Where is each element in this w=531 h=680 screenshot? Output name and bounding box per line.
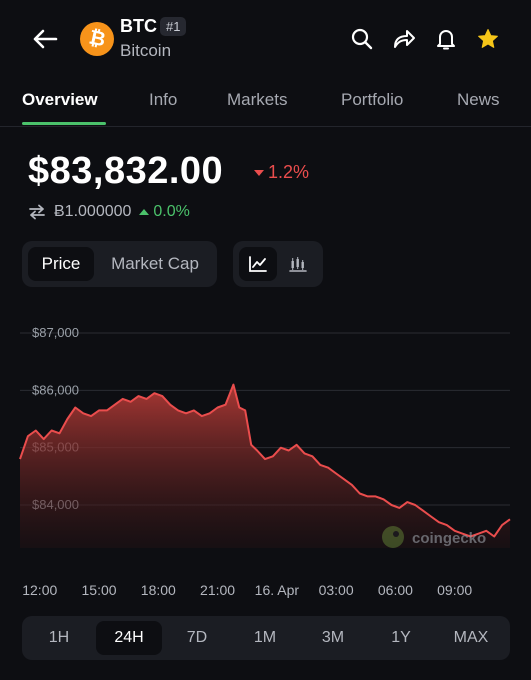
range-max[interactable]: MAX [453, 629, 489, 646]
bitcoin-logo-glyph: ₿ [86, 26, 108, 51]
down-triangle-icon [254, 169, 264, 176]
bitcoin-logo-icon: ₿ [80, 22, 114, 56]
range-3m[interactable]: 3M [321, 629, 345, 646]
price-line [19, 383, 511, 538]
header: ₿ BTC #1 Bitcoin [0, 0, 531, 78]
x-tick-label: 12:00 [22, 582, 57, 598]
tab-markets[interactable]: Markets [227, 90, 288, 109]
coin-symbol: BTC [120, 16, 157, 36]
line-chart-icon[interactable] [239, 247, 277, 281]
price-chart[interactable]: $87,000$86,000$85,000$84,000 coingecko 1… [0, 318, 531, 608]
search-icon[interactable] [349, 26, 375, 52]
tab-news[interactable]: News [457, 90, 500, 109]
x-tick-label: 06:00 [378, 582, 413, 598]
price-option[interactable]: Price [28, 247, 94, 281]
range-1h[interactable]: 1H [48, 629, 70, 646]
price-change: 1.2% [254, 162, 309, 183]
y-tick-label: $87,000 [32, 325, 79, 340]
x-tick-label: 15:00 [82, 582, 117, 598]
up-triangle-icon [139, 209, 150, 215]
tab-bar: Overview Info Markets Portfolio News [0, 84, 531, 127]
star-icon[interactable] [475, 26, 501, 52]
price-marketcap-toggle: Price Market Cap [22, 241, 217, 287]
range-1y[interactable]: 1Y [391, 629, 411, 646]
btc-price-row: Ƀ1.000000 0.0% [28, 203, 190, 221]
candlestick-chart-icon[interactable] [279, 247, 317, 281]
price-area-fill [20, 384, 510, 548]
btc-change-value: 0.0% [153, 203, 190, 220]
coingecko-watermark: coingecko [382, 526, 486, 548]
coin-name: Bitcoin [120, 41, 172, 60]
tab-info[interactable]: Info [149, 90, 178, 109]
range-24h[interactable]: 24H [96, 621, 162, 655]
tab-portfolio[interactable]: Portfolio [341, 90, 404, 109]
btc-price-value: Ƀ1.000000 [54, 203, 132, 220]
x-tick-label: 09:00 [437, 582, 472, 598]
rank-badge: #1 [160, 17, 187, 36]
x-axis-ticks: 12:00 15:00 18:00 21:00 16. Apr 03:00 06:00 09:… [22, 582, 472, 598]
active-tab-indicator [22, 122, 106, 125]
current-price: $83,832.00 [28, 150, 224, 192]
range-1m[interactable]: 1M [253, 629, 277, 646]
x-tick-label: 18:00 [141, 582, 176, 598]
tab-overview[interactable]: Overview [22, 90, 98, 109]
y-tick-label: $86,000 [32, 382, 79, 397]
market-cap-option[interactable]: Market Cap [111, 254, 199, 273]
x-tick-label: 16. Apr [255, 582, 300, 598]
x-tick-label: 03:00 [319, 582, 354, 598]
price-change-value: 1.2% [268, 162, 310, 182]
time-range-selector: 1H 24H 7D 1M 3M 1Y MAX [22, 616, 510, 660]
bell-icon[interactable] [433, 26, 459, 52]
swap-arrows-icon [29, 204, 45, 220]
range-7d[interactable]: 7D [186, 629, 208, 646]
chart-view-toggle [233, 241, 323, 287]
btc-change: 0.0% [139, 203, 190, 221]
share-icon[interactable] [391, 26, 417, 52]
back-arrow-icon[interactable] [30, 24, 60, 54]
x-tick-label: 21:00 [200, 582, 235, 598]
watermark-text: coingecko [412, 530, 486, 547]
